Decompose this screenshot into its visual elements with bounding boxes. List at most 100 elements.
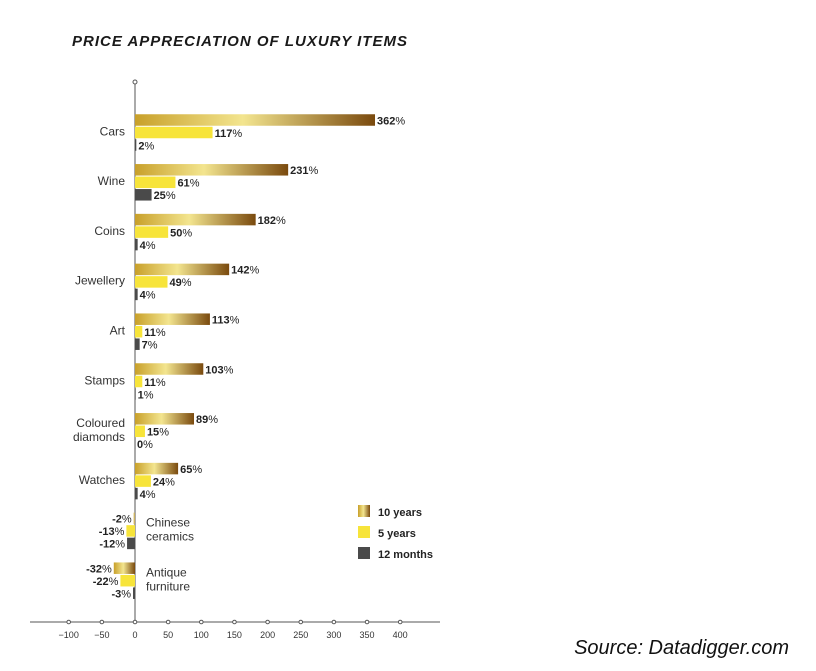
data-label: 1% bbox=[138, 389, 154, 401]
x-tick-mark bbox=[199, 619, 204, 625]
bar-12-months bbox=[135, 388, 136, 400]
data-label: 117% bbox=[215, 128, 243, 140]
data-label: 61% bbox=[177, 178, 199, 190]
x-tick-label: 250 bbox=[293, 630, 308, 640]
bar-5-years bbox=[135, 375, 143, 388]
x-tick-mark bbox=[232, 619, 237, 625]
legend-label: 10 years bbox=[378, 507, 422, 519]
bar-5-years bbox=[120, 574, 135, 587]
bar-12-months bbox=[135, 438, 136, 450]
x-tick-label: −50 bbox=[94, 630, 109, 640]
data-label: 4% bbox=[140, 489, 156, 501]
data-label: 231% bbox=[290, 165, 318, 177]
bar-10-years bbox=[135, 164, 289, 176]
category-label: Watches bbox=[79, 473, 125, 487]
x-tick-mark bbox=[397, 619, 403, 625]
data-label: 15% bbox=[147, 427, 169, 439]
data-label: 49% bbox=[169, 277, 191, 289]
data-label: 7% bbox=[142, 339, 158, 351]
bar-12-months bbox=[135, 139, 137, 151]
bar-10-years bbox=[135, 413, 195, 425]
data-label: -13% bbox=[99, 526, 125, 538]
bar-10-years bbox=[135, 313, 210, 325]
x-tick-label: 150 bbox=[227, 630, 242, 640]
category-label: Jewellery bbox=[75, 274, 125, 288]
data-label: 25% bbox=[154, 190, 176, 202]
bar-10-years bbox=[135, 213, 256, 226]
category-label: Coins bbox=[94, 224, 125, 238]
data-label: 89% bbox=[196, 414, 218, 426]
bar-10-years bbox=[135, 363, 204, 375]
data-label: 50% bbox=[170, 227, 192, 239]
data-label: 65% bbox=[180, 464, 202, 476]
bar-12-months bbox=[135, 338, 140, 350]
bar-10-years bbox=[135, 114, 376, 126]
bar-10-years bbox=[135, 462, 179, 475]
data-label: 4% bbox=[140, 290, 156, 302]
category-label: Chinese ceramics bbox=[146, 516, 194, 544]
bar-5-years bbox=[135, 325, 143, 338]
category-label: Cars bbox=[100, 124, 125, 138]
y-axis-cap bbox=[132, 79, 138, 85]
x-tick-mark bbox=[364, 619, 370, 625]
x-tick-label: 50 bbox=[163, 630, 173, 640]
bar-12-months bbox=[135, 238, 138, 251]
source-note: Source: Datadigger.com bbox=[574, 637, 789, 659]
x-tick-mark bbox=[99, 619, 105, 625]
category-label: Antique furniture bbox=[146, 565, 190, 593]
data-label: 11% bbox=[144, 327, 166, 339]
data-label: -3% bbox=[111, 588, 131, 600]
bar-5-years bbox=[135, 276, 168, 288]
legend-label: 12 months bbox=[378, 549, 433, 561]
data-label: 4% bbox=[140, 240, 156, 252]
category-label: Coloured diamonds bbox=[73, 416, 125, 444]
bar-12-months bbox=[133, 587, 135, 599]
data-label: 182% bbox=[258, 215, 286, 227]
bar-5-years bbox=[126, 525, 135, 537]
category-label: Wine bbox=[98, 174, 126, 188]
data-label: -22% bbox=[93, 576, 119, 588]
data-label: -2% bbox=[112, 514, 132, 526]
bar-5-years bbox=[135, 126, 213, 139]
data-label: 0% bbox=[137, 439, 153, 451]
legend-swatch bbox=[358, 526, 370, 538]
bar-10-years bbox=[113, 562, 135, 574]
data-label: 24% bbox=[153, 476, 175, 488]
category-label: Art bbox=[110, 323, 126, 337]
x-tick-label: −100 bbox=[59, 630, 79, 640]
x-tick-mark bbox=[132, 619, 138, 625]
category-label: Stamps bbox=[84, 373, 125, 387]
data-label: 11% bbox=[144, 377, 166, 389]
x-tick-label: 100 bbox=[194, 630, 209, 640]
data-label: 103% bbox=[205, 364, 233, 376]
legend-label: 5 years bbox=[378, 528, 416, 540]
data-label: 2% bbox=[138, 140, 154, 152]
data-label: 142% bbox=[231, 265, 259, 277]
bar-5-years bbox=[135, 176, 176, 189]
bar-10-years bbox=[133, 512, 135, 525]
bar-5-years bbox=[135, 475, 151, 487]
x-tick-mark bbox=[165, 619, 171, 625]
bar-10-years bbox=[135, 263, 230, 276]
x-tick-label: 0 bbox=[132, 630, 137, 640]
x-tick-label: 350 bbox=[360, 630, 375, 640]
bar-12-months bbox=[127, 537, 135, 550]
x-tick-mark bbox=[66, 619, 71, 625]
bar-5-years bbox=[135, 226, 169, 238]
data-label: 113% bbox=[212, 314, 240, 326]
legend-swatch bbox=[358, 547, 370, 559]
x-tick-label: 400 bbox=[393, 630, 408, 640]
x-tick-mark bbox=[265, 619, 270, 625]
chart-title: PRICE APPRECIATION OF LUXURY ITEMS bbox=[72, 33, 408, 50]
bar-12-months bbox=[135, 288, 138, 301]
legend-swatch bbox=[358, 505, 370, 517]
x-tick-label: 200 bbox=[260, 630, 275, 640]
bar-12-months bbox=[135, 189, 152, 201]
x-tick-mark bbox=[298, 619, 304, 625]
bar-12-months bbox=[135, 487, 138, 500]
data-label: -12% bbox=[99, 539, 125, 551]
data-label: -32% bbox=[86, 563, 112, 575]
x-tick-mark bbox=[331, 619, 337, 625]
bar-5-years bbox=[135, 425, 145, 438]
